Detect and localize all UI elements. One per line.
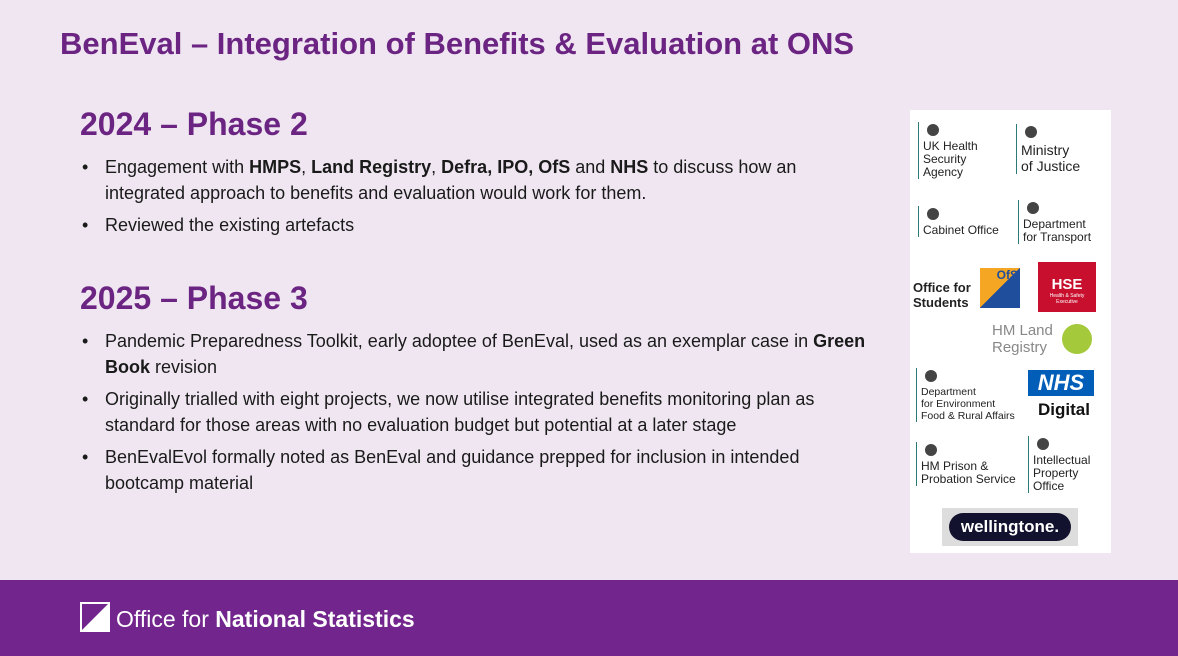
logo: HSE Health & Safety Executive bbox=[1038, 262, 1096, 312]
logo-text: Executive bbox=[1056, 299, 1078, 305]
logo-text: Intellectual bbox=[1033, 453, 1091, 467]
hse-badge: HSE bbox=[1051, 276, 1083, 293]
text-run: Land Registry bbox=[311, 157, 432, 177]
bullet: Reviewed the existing artefacts bbox=[80, 212, 880, 238]
text-run: Originally trialled with eight projects,… bbox=[105, 389, 815, 435]
logo-text: HM Land bbox=[992, 322, 1053, 339]
text-run: BenEvalEvol formally noted as BenEval an… bbox=[105, 447, 800, 493]
land-registry-mark bbox=[1062, 324, 1092, 354]
logo: Office for Students bbox=[913, 280, 971, 310]
logo-text: for Transport bbox=[1023, 230, 1092, 244]
text-run: NHS bbox=[610, 157, 649, 177]
logo: UK Health Security Agency bbox=[918, 122, 978, 179]
logo-panel: UK Health Security Agency Ministry of Justi… bbox=[910, 110, 1111, 553]
logo-text: Ministry bbox=[1021, 142, 1070, 158]
logo-text: Security bbox=[923, 152, 967, 166]
text-run: and bbox=[570, 157, 611, 177]
bullet-list: Engagement with HMPS, Land Registry, Def… bbox=[80, 154, 880, 244]
logo: Department for Transport bbox=[1018, 200, 1091, 244]
bullet: Pandemic Preparedness Toolkit, early ado… bbox=[80, 328, 880, 380]
text-run: revision bbox=[150, 357, 218, 377]
text-run: Engagement with bbox=[105, 157, 250, 177]
text-run: National Statistics bbox=[215, 606, 415, 632]
nhs-badge: NHS bbox=[1028, 370, 1094, 396]
logo-text: for Environment bbox=[921, 398, 996, 410]
logo-text: Students bbox=[913, 295, 969, 310]
logo-text: Agency bbox=[923, 165, 964, 179]
ons-mark bbox=[80, 602, 110, 632]
text-run: HMPS bbox=[249, 157, 302, 177]
logo-text: Probation Service bbox=[921, 472, 1016, 486]
text-run: Reviewed the existing artefacts bbox=[105, 215, 355, 235]
logo-text: Department bbox=[1023, 217, 1086, 231]
text-run: to discuss how an integrated approach to… bbox=[105, 157, 797, 203]
text-run: , bbox=[431, 157, 442, 177]
logo-text: Registry bbox=[992, 339, 1048, 356]
bullet: Engagement with HMPS, Land Registry, Def… bbox=[80, 154, 880, 206]
logo-text: wellingtone. bbox=[948, 513, 1072, 541]
bullet-list: Pandemic Preparedness Toolkit, early ado… bbox=[80, 328, 880, 502]
logo-text: Health & Safety bbox=[1049, 293, 1085, 299]
logo-text: Digital bbox=[1038, 400, 1090, 419]
logo: HM Prison & Probation Service bbox=[916, 442, 1016, 486]
text-run: Pandemic Preparedness Toolkit, early ado… bbox=[105, 331, 814, 351]
logo-text: Office bbox=[1033, 479, 1065, 493]
section-heading: 2025 – Phase 3 bbox=[80, 280, 308, 316]
logo: wellingtone. bbox=[942, 508, 1078, 546]
logo-text: HM Prison & bbox=[921, 459, 989, 473]
logo: Intellectual Property Office bbox=[1028, 436, 1090, 493]
logo-text: Office for bbox=[913, 280, 971, 295]
logo: Ministry of Justice bbox=[1016, 124, 1080, 174]
text-run: Office for bbox=[116, 606, 216, 632]
text-run: Defra, IPO, OfS bbox=[441, 157, 571, 177]
slide-title: BenEval – Integration of Benefits & Eval… bbox=[60, 26, 855, 61]
logo-text: Property bbox=[1033, 466, 1079, 480]
logo: HM Land Registry bbox=[992, 322, 1053, 356]
logo-text: UK Health bbox=[923, 139, 978, 153]
logo-text: Department bbox=[921, 386, 976, 398]
section-heading: 2024 – Phase 2 bbox=[80, 106, 308, 142]
logo-text: Food & Rural Affairs bbox=[921, 410, 1015, 422]
footer-logo-text: Office for National Statistics bbox=[116, 606, 415, 633]
footer: Office for National Statistics bbox=[0, 580, 1178, 656]
bullet: BenEvalEvol formally noted as BenEval an… bbox=[80, 444, 880, 496]
text-run: Green Book bbox=[105, 331, 866, 377]
bullet: Originally trialled with eight projects,… bbox=[80, 386, 880, 438]
logo: Department for Environment Food & Rural Af… bbox=[916, 368, 1015, 422]
logo-text: of Justice bbox=[1021, 158, 1081, 174]
text-run: , bbox=[301, 157, 312, 177]
logo-text: Cabinet Office bbox=[923, 223, 999, 237]
ofs-badge: OfS bbox=[980, 268, 1020, 308]
logo: Cabinet Office bbox=[918, 206, 999, 237]
logo: Digital bbox=[1038, 400, 1090, 420]
